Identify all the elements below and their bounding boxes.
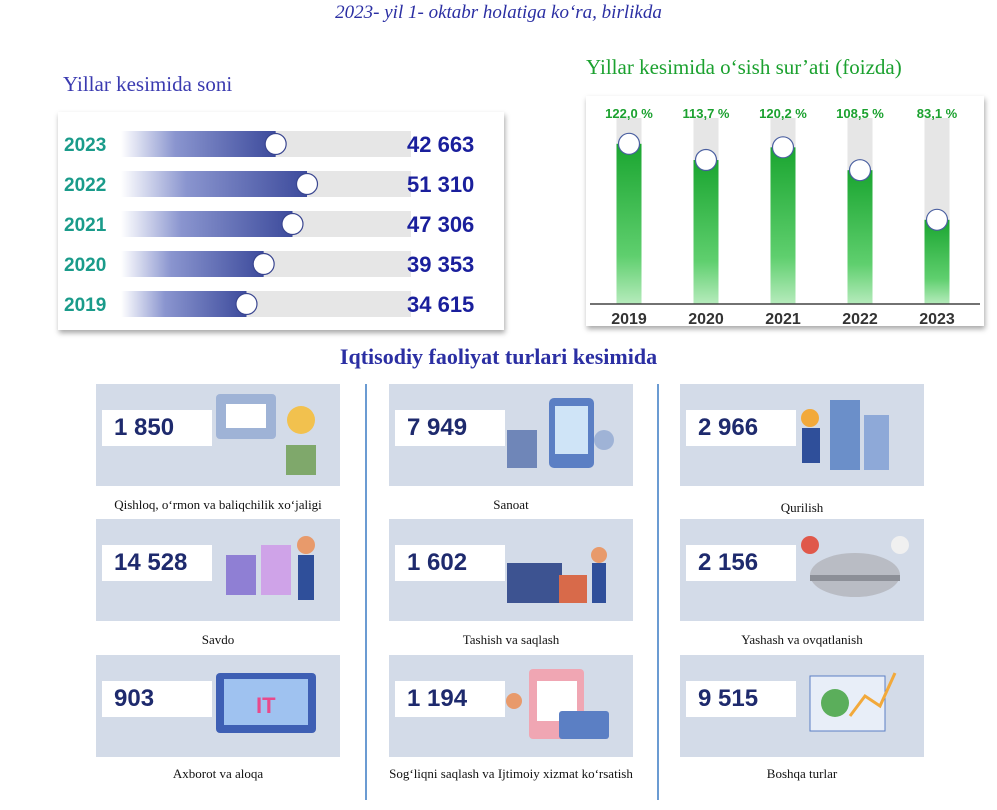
activity-card: 1 194 xyxy=(389,655,633,757)
right-chart-title: Yillar kesimida o‘sish sur’ati (foizda) xyxy=(586,55,902,79)
category-label: 2023 xyxy=(64,135,106,156)
left-chart-title: Yillar kesimida soni xyxy=(63,72,233,96)
growth-chart: 122,0 % 2019 113,7 % 2020 120,2 % 2021 108,5 %… xyxy=(590,106,980,326)
activity-label: Tashish va saqlash xyxy=(462,632,560,647)
activity-illustration xyxy=(506,669,609,739)
category-label: 2019 xyxy=(64,295,106,316)
activity-label: Qishloq, o‘rmon va baliqchilik xo‘jaligi xyxy=(114,497,322,512)
activity-illustration xyxy=(801,400,889,470)
count-chart: 2023 42 663 2022 51 310 2021 47 306 2020 39 353… xyxy=(64,131,474,317)
data-label: 120,2 % xyxy=(759,106,807,121)
count-chart-panel: 2023 42 663 2022 51 310 2021 47 306 2020 39 353… xyxy=(58,112,504,330)
activity-card: 14 528 xyxy=(96,519,340,621)
bar-knob xyxy=(925,208,949,231)
bar xyxy=(770,147,796,304)
bar-knob xyxy=(694,148,718,172)
bar-knob xyxy=(235,292,258,316)
activity-card: 9 515 xyxy=(680,655,924,757)
bar-knob xyxy=(264,132,287,156)
activity-illustration xyxy=(507,398,614,468)
tick-label: 2021 xyxy=(765,311,801,326)
activity-value: 7 949 xyxy=(395,410,505,446)
data-label: 83,1 % xyxy=(917,106,958,121)
column-divider xyxy=(365,384,367,800)
activity-value: 903 xyxy=(102,681,212,717)
bar-knob xyxy=(617,132,641,155)
activity-illustration xyxy=(809,672,897,732)
data-label: 122,0 % xyxy=(605,106,653,121)
data-label: 47 306 xyxy=(407,212,474,237)
category-label: 2020 xyxy=(64,255,106,276)
activity-illustration xyxy=(226,536,315,600)
activity-value: 9 515 xyxy=(686,681,796,717)
bar xyxy=(847,170,873,304)
activity-value: 2 966 xyxy=(686,410,796,446)
bar xyxy=(121,171,307,197)
activity-card: 1 850 xyxy=(96,384,340,486)
activity-label: Savdo xyxy=(201,632,235,647)
activity-value: 14 528 xyxy=(102,545,212,581)
data-label: 113,7 % xyxy=(683,106,730,121)
activity-value: 1 602 xyxy=(395,545,505,581)
activity-label: Yashash va ovqatlanish xyxy=(741,632,863,647)
tick-label: 2023 xyxy=(919,311,955,326)
activity-value: 1 850 xyxy=(102,410,212,446)
bar-knob xyxy=(771,136,795,159)
activity-illustration xyxy=(801,536,909,597)
activity-card: 903 IT xyxy=(96,655,340,757)
activity-value: 2 156 xyxy=(686,545,796,581)
bar xyxy=(121,211,293,237)
bar xyxy=(924,219,950,304)
data-label: 34 615 xyxy=(407,292,474,317)
activity-illustration: IT xyxy=(216,673,316,733)
page-subtitle: 2023- yil 1- oktabr holatiga ko‘ra, birl… xyxy=(335,2,662,23)
activity-label: Qurilish xyxy=(780,500,824,515)
growth-chart-panel: 122,0 % 2019 113,7 % 2020 120,2 % 2021 108,5 %… xyxy=(586,96,984,326)
bar-knob xyxy=(848,159,872,182)
activity-card: 1 602 xyxy=(389,519,633,621)
activity-label: Boshqa turlar xyxy=(766,766,838,781)
data-label: 42 663 xyxy=(407,132,474,157)
bar-knob xyxy=(252,252,275,276)
data-label: 51 310 xyxy=(407,172,474,197)
bar xyxy=(693,160,719,304)
tick-label: 2019 xyxy=(611,311,647,326)
bar-knob xyxy=(295,172,319,196)
bar xyxy=(616,143,642,304)
tick-label: 2020 xyxy=(688,311,724,326)
column-divider xyxy=(657,384,659,800)
activity-value: 1 194 xyxy=(395,681,505,717)
bar xyxy=(121,291,247,317)
category-label: 2022 xyxy=(64,175,106,196)
tick-label: 2022 xyxy=(842,311,878,326)
activity-illustration xyxy=(507,547,607,603)
data-label: 108,5 % xyxy=(836,106,884,121)
category-label: 2021 xyxy=(64,215,107,236)
activity-label: Sanoat xyxy=(493,497,529,512)
bar xyxy=(121,251,264,277)
activity-illustration xyxy=(216,394,316,475)
activity-label: Sog‘liqni saqlash va Ijtimoiy xizmat ko‘… xyxy=(389,766,633,781)
bar xyxy=(121,131,276,157)
activity-card: 2 156 xyxy=(680,519,924,621)
bar-knob xyxy=(281,212,304,236)
activity-label: Axborot va aloqa xyxy=(172,766,264,781)
data-label: 39 353 xyxy=(407,252,474,277)
svg-text:IT: IT xyxy=(256,693,276,718)
activities-title: Iqtisodiy faoliyat turlari kesimida xyxy=(339,344,658,369)
activity-card: 7 949 xyxy=(389,384,633,486)
activity-card: 2 966 xyxy=(680,384,924,486)
